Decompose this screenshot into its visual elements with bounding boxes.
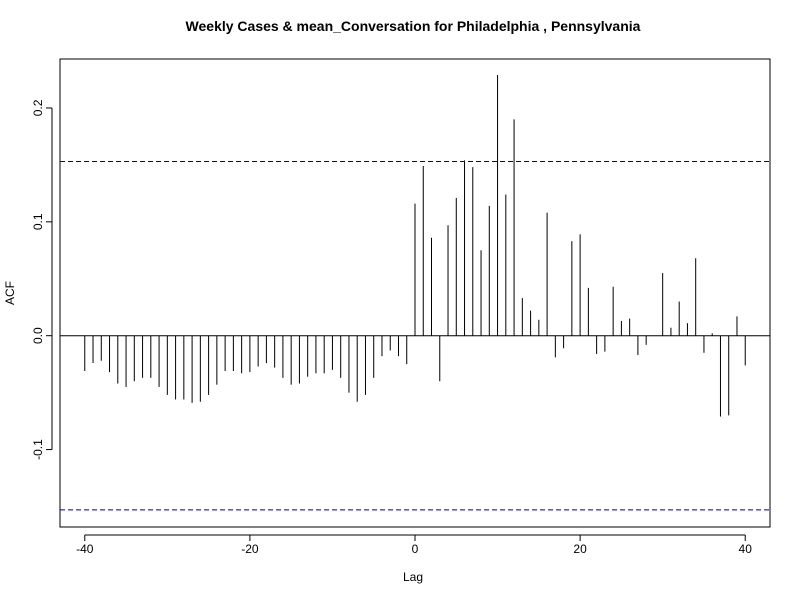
plot-frame (59, 58, 771, 528)
y-axis-label: ACF (3, 281, 17, 305)
x-tick-label: -40 (76, 542, 94, 556)
y-tick-label: -0.1 (31, 439, 45, 460)
x-axis-label: Lag (403, 570, 423, 584)
x-tick-label: 20 (573, 542, 587, 556)
x-tick-label: 0 (412, 542, 419, 556)
y-tick-label: 0.2 (31, 99, 45, 116)
chart-title: Weekly Cases & mean_Conversation for Phi… (186, 18, 641, 34)
y-tick-label: 0.1 (31, 213, 45, 230)
bars-group (84, 74, 746, 417)
y-axis: -0.1 0.0 0.1 0.2 (31, 99, 53, 460)
x-tick-label: 40 (739, 542, 753, 556)
x-axis: -40 -20 0 20 40 (76, 534, 753, 556)
x-tick-label: -20 (241, 542, 259, 556)
y-tick-label: 0.0 (31, 327, 45, 344)
